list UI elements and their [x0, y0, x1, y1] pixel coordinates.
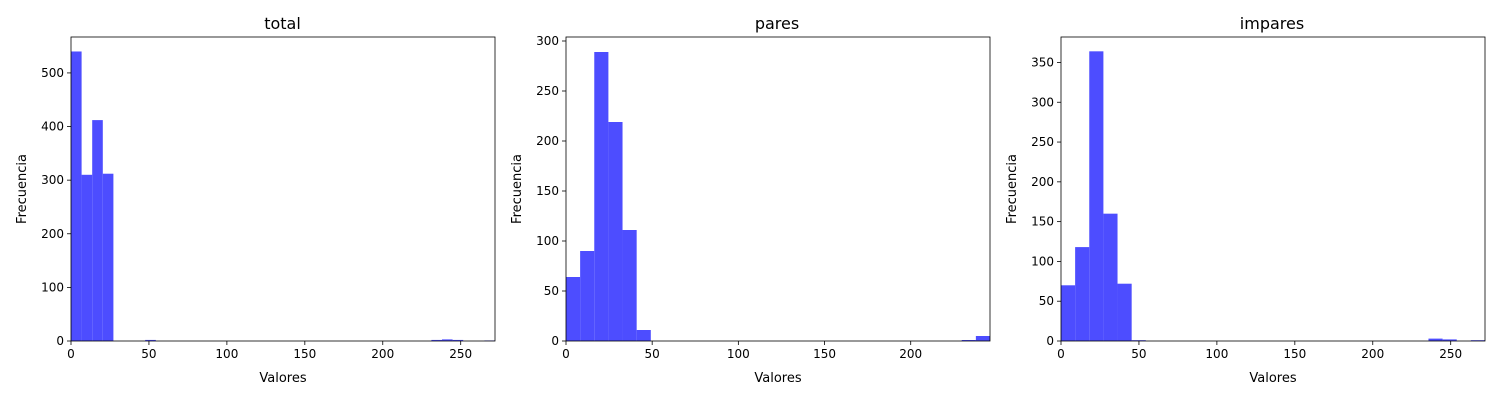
panel-impares-y-tick-label-3: 150: [1031, 215, 1054, 229]
panel-total-x-tick-label-5: 250: [449, 347, 472, 361]
panel-total-frame: [70, 36, 496, 342]
panel-pares: pares 0 50 100 150 200 0 50 100 150 200 250 300 Va…: [510, 14, 991, 386]
panel-total-title: total: [264, 14, 301, 33]
panel-pares-y-tick-label-6: 300: [536, 34, 559, 48]
panel-pares-bar-4: [622, 230, 637, 341]
panel-impares-bar-1: [1075, 247, 1090, 341]
panel-total-bar-6: [442, 339, 453, 341]
panel-impares-bar-0: [1061, 285, 1076, 341]
panel-impares-y-tick-label-2: 100: [1031, 254, 1054, 268]
panel-impares: impares 0 50 100 150 200 250 0 50 100 150 200 250 3…: [1005, 14, 1486, 386]
panel-total-x-tick-label-3: 150: [293, 347, 316, 361]
panel-total-bars: [71, 51, 495, 342]
panel-total-x-tick-label-0: 0: [67, 347, 75, 361]
panel-impares-y-tick-label-4: 200: [1031, 175, 1054, 189]
panel-impares-y-tick-label-5: 250: [1031, 135, 1054, 149]
panel-pares-y-tick-label-0: 0: [551, 334, 559, 348]
panel-impares-title: impares: [1240, 14, 1304, 33]
panel-total-bar-5: [431, 339, 442, 341]
panel-impares-x-ticks: 0 50 100 150 200 250: [1057, 341, 1462, 361]
panel-pares-x-tick-label-3: 150: [813, 347, 836, 361]
panel-total-x-tick-label-4: 200: [371, 347, 394, 361]
panel-pares-x-tick-label-2: 100: [727, 347, 750, 361]
panel-pares-bars: [566, 52, 990, 341]
panel-pares-x-tick-label-0: 0: [562, 347, 570, 361]
panel-total-y-ticks: 0 100 200 300 400 500: [41, 66, 71, 348]
panel-total-y-tick-label-1: 100: [41, 280, 64, 294]
panel-total-x-tick-label-2: 100: [215, 347, 238, 361]
panel-pares-y-ticks: 0 50 100 150 200 250 300: [536, 34, 566, 348]
panel-total-x-tick-label-1: 50: [141, 347, 156, 361]
panel-total-bar-1: [81, 174, 93, 341]
panel-impares-x-tick-label-3: 150: [1283, 347, 1306, 361]
panel-total-bar-0: [71, 51, 82, 341]
panel-total-y-tick-label-2: 200: [41, 227, 64, 241]
panel-impares-bar-2: [1089, 51, 1104, 341]
panel-total: total 0 50 100 150 200 250 0 100 200 300 400 500 V…: [15, 14, 496, 386]
panel-pares-bar-6: [961, 340, 976, 341]
panel-impares-x-tick-label-1: 50: [1131, 347, 1146, 361]
panel-pares-x-ticks: 0 50 100 150 200: [562, 341, 922, 361]
panel-pares-x-tick-label-1: 50: [645, 347, 660, 361]
panel-pares-x-label: Valores: [754, 371, 801, 386]
panel-pares-bar-3: [608, 122, 623, 341]
panel-pares-bar-1: [580, 251, 595, 341]
panel-impares-y-tick-label-1: 50: [1039, 294, 1054, 308]
panel-pares-x-tick-label-4: 200: [899, 347, 922, 361]
panel-pares-bar-2: [594, 52, 609, 341]
panel-pares-bar-0: [566, 277, 581, 341]
panel-total-bar-3: [102, 173, 114, 341]
panel-impares-y-tick-label-7: 350: [1031, 55, 1054, 69]
panel-impares-y-label: Frecuencia: [1005, 154, 1020, 224]
panel-total-x-ticks: 0 50 100 150 200 250: [67, 341, 472, 361]
panel-pares-y-label: Frecuencia: [510, 154, 525, 224]
panel-impares-x-tick-label-0: 0: [1057, 347, 1065, 361]
panel-total-x-label: Valores: [259, 371, 306, 386]
panel-total-y-tick-label-3: 300: [41, 173, 64, 187]
panel-total-y-tick-label-4: 400: [41, 120, 64, 134]
panel-pares-bar-7: [975, 336, 990, 341]
panel-pares-title: pares: [755, 14, 799, 33]
panel-impares-x-label: Valores: [1249, 371, 1296, 386]
panel-total-bar-2: [92, 120, 103, 341]
panel-pares-y-tick-label-2: 100: [536, 234, 559, 248]
panel-impares-x-tick-label-4: 200: [1361, 347, 1384, 361]
panel-impares-bars: [1061, 51, 1485, 341]
panel-impares-x-tick-label-2: 100: [1205, 347, 1228, 361]
panel-impares-bar-3: [1103, 213, 1118, 341]
panel-pares-y-tick-label-5: 250: [536, 84, 559, 98]
panel-pares-y-tick-label-3: 150: [536, 184, 559, 198]
panel-total-y-tick-label-0: 0: [56, 334, 64, 348]
panel-pares-y-tick-label-4: 200: [536, 134, 559, 148]
panel-total-y-label: Frecuencia: [15, 154, 30, 224]
panel-impares-y-ticks: 0 50 100 150 200 250 300 350: [1031, 55, 1061, 348]
panel-impares-y-tick-label-0: 0: [1046, 334, 1054, 348]
panel-total-bar-7: [452, 339, 464, 341]
panel-total-y-tick-label-5: 500: [41, 66, 64, 80]
panel-impares-bar-4: [1117, 283, 1132, 341]
panel-impares-bar-7: [1442, 339, 1457, 341]
panel-impares-bar-6: [1428, 338, 1443, 341]
panel-pares-bar-5: [636, 330, 651, 341]
panel-impares-x-tick-label-5: 250: [1439, 347, 1462, 361]
panel-total-bar-4: [145, 339, 156, 341]
panel-impares-y-tick-label-6: 300: [1031, 95, 1054, 109]
panel-pares-y-tick-label-1: 50: [544, 284, 559, 298]
panel-pares-frame: [565, 36, 991, 342]
panel-impares-frame: [1060, 36, 1486, 342]
